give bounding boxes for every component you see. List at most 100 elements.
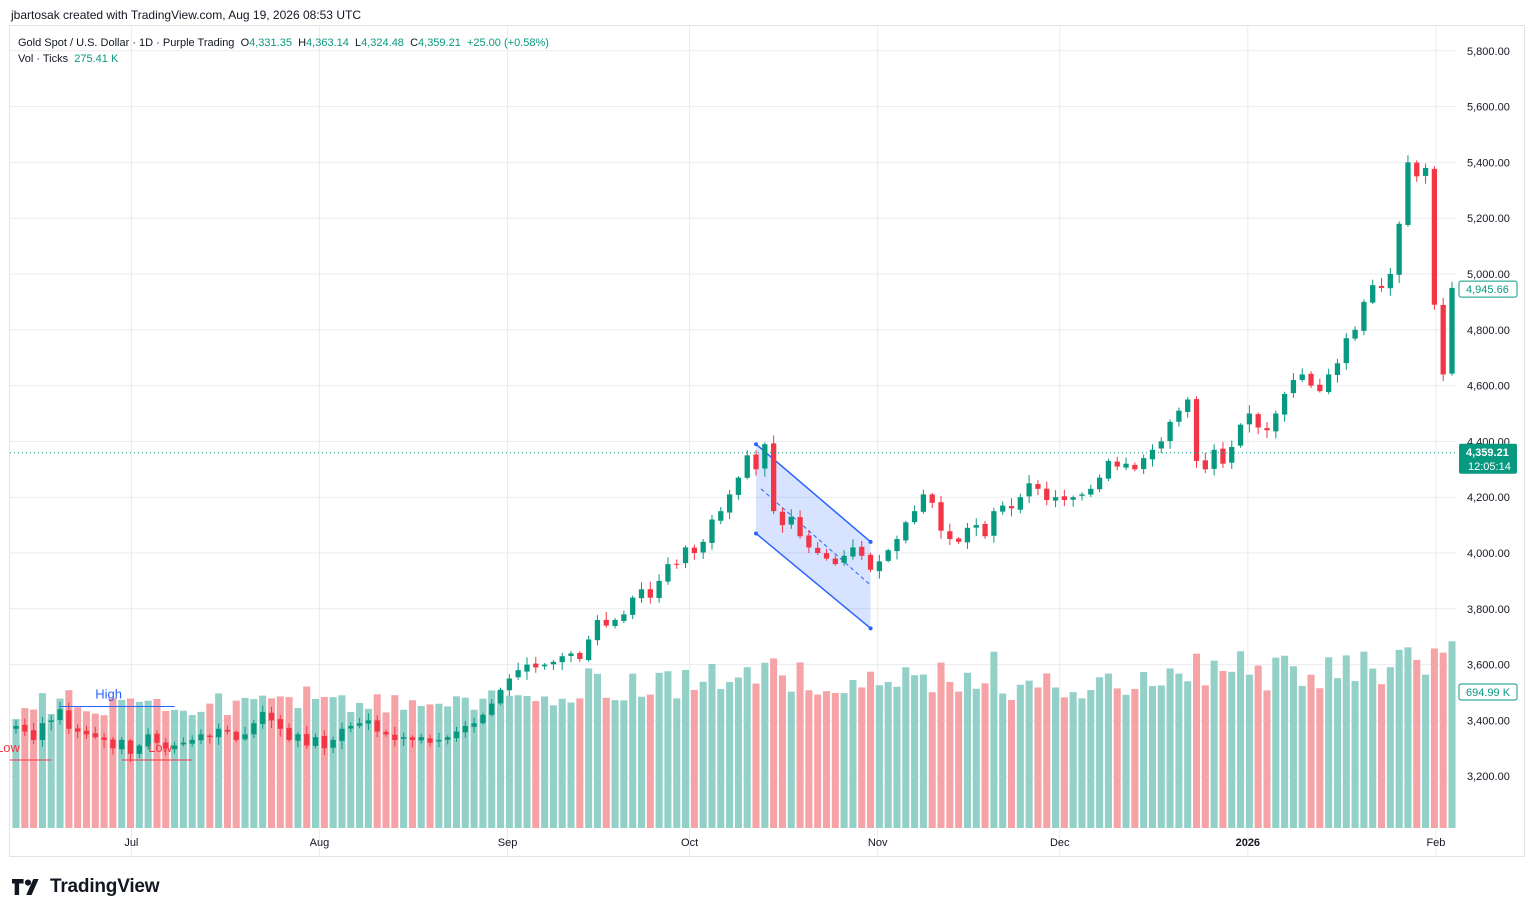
volume-bar: [1263, 690, 1271, 828]
candle-body: [938, 502, 944, 531]
countdown-badge-text: 12:05:14: [1468, 461, 1511, 473]
volume-bar: [849, 679, 857, 828]
candle-body: [1079, 494, 1085, 496]
price-tick-label: 5,800.00: [1467, 46, 1510, 58]
volume-bar: [1351, 681, 1359, 828]
volume-bar: [91, 713, 99, 828]
volume-bar: [928, 692, 936, 828]
volume-bar: [162, 711, 170, 828]
candle-body: [295, 734, 301, 741]
candle-body: [1387, 274, 1393, 289]
volume-bar: [858, 687, 866, 828]
volume-bar: [391, 695, 399, 828]
volume-bar: [12, 718, 20, 828]
volume-bar: [1272, 657, 1280, 828]
volume-bar: [726, 682, 734, 828]
candle-body: [1008, 506, 1015, 509]
candle-body: [1308, 373, 1314, 386]
volume-bar: [135, 701, 143, 828]
candle-body: [1193, 399, 1200, 461]
candle-body: [374, 720, 380, 732]
volume-bar: [787, 691, 795, 828]
last-price-badge: [1458, 280, 1518, 298]
candle-body: [453, 731, 460, 739]
channel-anchor: [754, 442, 759, 447]
volume-bar: [1157, 685, 1165, 828]
volume-bar: [761, 662, 769, 828]
candle-body: [753, 454, 759, 470]
candle-body: [691, 547, 697, 553]
candle-body: [911, 511, 918, 523]
price-tick-label: 5,600.00: [1467, 102, 1510, 114]
candle-body: [348, 725, 354, 729]
volume-bar: [875, 685, 883, 828]
legend-volume: 275.41 K: [74, 53, 119, 65]
candle-body: [66, 710, 72, 729]
price-tick-label: 4,000.00: [1467, 548, 1510, 560]
candle-body: [215, 728, 222, 738]
tradingview-logo[interactable]: TradingView: [12, 876, 160, 898]
volume-bar: [1192, 653, 1201, 828]
candle-body: [39, 723, 46, 740]
candle-body: [224, 729, 231, 732]
candle-body: [101, 737, 107, 740]
candle-body: [251, 723, 257, 735]
candle-body: [1449, 287, 1455, 374]
volume-bar: [840, 693, 848, 828]
volume-bar: [893, 686, 901, 828]
candle-body: [594, 619, 601, 641]
volume-bar: [285, 697, 293, 828]
volume-bar: [699, 681, 707, 828]
candle-body: [585, 639, 592, 661]
candle-body: [1343, 338, 1349, 364]
volume-bar: [955, 691, 963, 828]
candle-body: [577, 652, 583, 660]
volume-bar: [937, 662, 945, 828]
volume-bar: [329, 697, 337, 828]
volume-bar: [602, 697, 610, 828]
candle-body: [1237, 424, 1244, 446]
channel-fill: [756, 444, 871, 629]
candle-body: [823, 553, 830, 559]
candle-body: [1044, 488, 1050, 500]
candle-body: [1000, 505, 1006, 512]
volume-bar: [1025, 680, 1033, 828]
candle-body: [1281, 393, 1288, 415]
candle-body: [797, 517, 803, 537]
candle-body: [471, 723, 477, 727]
volume-bar: [778, 675, 786, 828]
volume-bar: [1254, 665, 1262, 828]
volume-bar: [470, 709, 478, 828]
volume-bar: [576, 698, 584, 828]
volume-bar: [479, 698, 487, 828]
price-tick-label: 4,600.00: [1467, 381, 1510, 393]
candle-body: [110, 739, 116, 749]
candle-body: [286, 727, 292, 740]
candle-body: [956, 538, 962, 542]
candle-body: [903, 522, 909, 541]
volume-bar: [831, 693, 839, 828]
candle-body: [13, 725, 19, 729]
candle-body: [75, 728, 81, 732]
annotations: High Low Low: [0, 452, 1456, 761]
candle-body: [1317, 384, 1323, 392]
candle-body: [515, 670, 521, 678]
candle-body: [1361, 301, 1367, 331]
price-tick-label: 3,200.00: [1467, 771, 1510, 783]
price-tick-label: 4,800.00: [1467, 325, 1510, 337]
candle-body: [1405, 162, 1411, 225]
candle-body: [665, 564, 671, 582]
candle-body: [1176, 410, 1182, 422]
candle-body: [1229, 446, 1235, 463]
volume-bar: [1166, 668, 1174, 828]
chart-legend: Gold Spot / U.S. Dollar · 1D · Purple Tr…: [18, 35, 549, 67]
candle-body: [400, 737, 407, 739]
candle-body: [242, 734, 248, 740]
time-tick-label: 2026: [1236, 837, 1260, 849]
volume-bar: [364, 708, 372, 828]
volume-bar: [1413, 659, 1421, 828]
time-tick-label: Jul: [124, 837, 138, 849]
volume-bar: [56, 698, 64, 828]
volume-bar: [197, 711, 205, 828]
